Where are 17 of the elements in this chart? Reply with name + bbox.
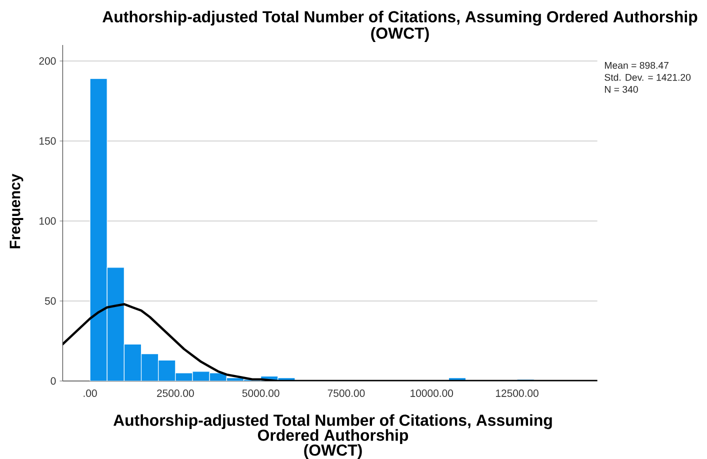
y-tick-label: 150: [40, 137, 56, 145]
chart-title: Authorship-adjusted Total Number of Citations, Assuming Ordered Authorship (OWCT): [102, 10, 698, 42]
x-axis-title: Authorship-adjusted Total Number of Citations, Assuming Ordered Authorship (OWCT): [113, 414, 552, 459]
x-tick-label: 10000.00: [410, 390, 454, 397]
x-tick-label: 7500.00: [328, 390, 365, 397]
y-axis-title: Frequency: [10, 174, 24, 248]
y-tick-label: 200: [39, 57, 56, 65]
x-tick-label: .00: [84, 390, 97, 397]
text: N = 340: [605, 86, 638, 93]
text: Std. Dev. = 1421.20: [604, 74, 691, 81]
text: Mean = 898.47: [605, 62, 668, 69]
y-tick-label: 0: [50, 377, 56, 385]
x-tick-label: 12500.00: [496, 390, 538, 397]
y-tick-label: 100: [40, 217, 56, 225]
x-tick-label: 5000.00: [242, 390, 280, 397]
y-tick-label: 50: [44, 297, 56, 305]
x-tick-label: 2500.00: [157, 390, 194, 397]
